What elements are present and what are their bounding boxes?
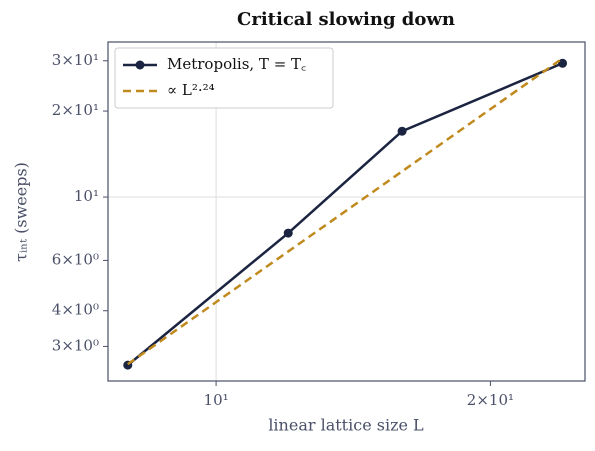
y-tick-label: 3×10¹: [52, 51, 99, 69]
legend-box: [114, 47, 334, 109]
legend-label: Metropolis, T = T꜀: [167, 55, 306, 73]
plot-frame: [107, 41, 586, 382]
legend-label: ∝ L²·²⁴: [167, 81, 215, 99]
legend-marker: [135, 60, 145, 70]
chart-title: Critical slowing down: [237, 9, 455, 30]
x-tick-label: 2×10¹: [467, 391, 514, 409]
y-tick-label: 2×10¹: [52, 101, 99, 119]
y-axis-label: τᵢₙₜ (sweeps): [12, 162, 31, 262]
y-tick-label: 10¹: [74, 187, 99, 205]
series-line: [126, 62, 564, 367]
y-tick-label: 4×10⁰: [52, 301, 99, 319]
point: [397, 126, 407, 136]
x-axis-label: linear lattice size L: [268, 416, 424, 435]
series-line: [127, 57, 564, 366]
y-tick-label: 6×10⁰: [52, 250, 99, 268]
y-tick-label: 3×10⁰: [52, 336, 99, 354]
point: [283, 228, 293, 238]
x-tick-label: 10¹: [204, 391, 229, 409]
point: [558, 58, 568, 68]
